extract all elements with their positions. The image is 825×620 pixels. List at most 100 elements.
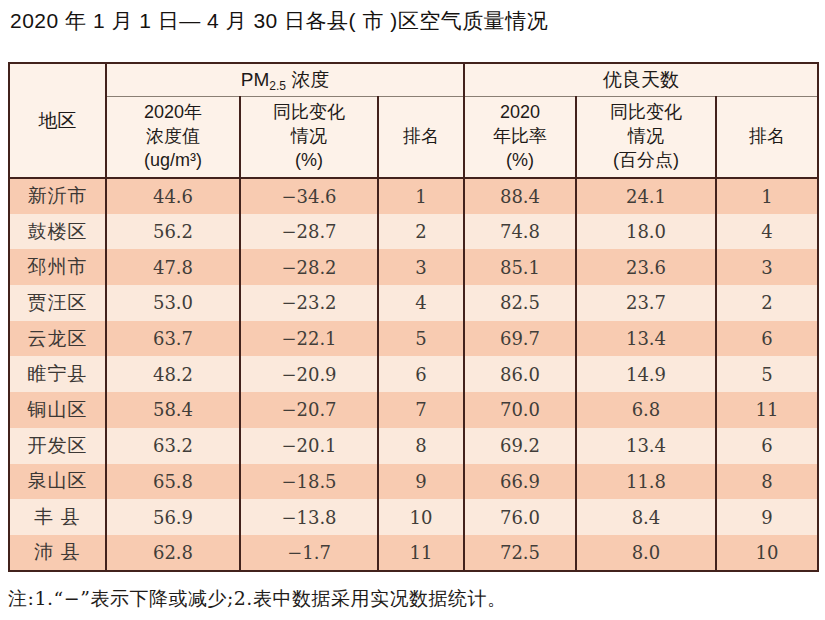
table-row: 铜山区58.4−20.7770.06.811: [9, 392, 818, 428]
pm-value-cell: 56.2: [106, 214, 240, 250]
table-row: 云龙区63.7−22.1569.713.46: [9, 321, 818, 357]
pm-change-cell: −20.9: [240, 356, 378, 392]
col-header-pm-change: 同比变化 情况 (%): [240, 96, 378, 178]
good-rank-cell: 5: [716, 356, 818, 392]
good-change-cell: 13.4: [576, 428, 716, 464]
col-header-pm-rank: 排名: [378, 96, 464, 178]
good-change-cell: 11.8: [576, 464, 716, 500]
pm25-label-prefix: PM: [241, 69, 270, 90]
pm-value-cell: 47.8: [106, 249, 240, 285]
good-rank-cell: 6: [716, 428, 818, 464]
region-cell: 泉山区: [9, 464, 106, 500]
pm-rank-cell: 10: [378, 499, 464, 535]
pm-value-cell: 58.4: [106, 392, 240, 428]
table-row: 贾汪区53.0−23.2482.523.72: [9, 285, 818, 321]
good-change-cell: 8.4: [576, 499, 716, 535]
pm-change-cell: −22.1: [240, 321, 378, 357]
region-cell: 云龙区: [9, 321, 106, 357]
good-ratio-cell: 86.0: [464, 356, 576, 392]
good-rank-cell: 6: [716, 321, 818, 357]
col-header-pm-value: 2020年 浓度值 (ug/m³): [106, 96, 240, 178]
pm-rank-cell: 4: [378, 285, 464, 321]
region-cell: 开发区: [9, 428, 106, 464]
pm-value-cell: 56.9: [106, 499, 240, 535]
table-row: 丰 县56.9−13.81076.08.49: [9, 499, 818, 535]
col-header-region: 地区: [9, 63, 106, 178]
region-cell: 鼓楼区: [9, 214, 106, 250]
pm-value-cell: 53.0: [106, 285, 240, 321]
pm-value-cell: 63.7: [106, 321, 240, 357]
good-ratio-cell: 69.2: [464, 428, 576, 464]
good-ratio-cell: 70.0: [464, 392, 576, 428]
good-rank-cell: 8: [716, 464, 818, 500]
pm-change-cell: −20.7: [240, 392, 378, 428]
good-ratio-cell: 88.4: [464, 178, 576, 214]
good-rank-cell: 4: [716, 214, 818, 250]
good-rank-cell: 10: [716, 535, 818, 571]
pm-change-cell: −1.7: [240, 535, 378, 571]
good-change-cell: 24.1: [576, 178, 716, 214]
pm-rank-cell: 7: [378, 392, 464, 428]
good-ratio-cell: 85.1: [464, 249, 576, 285]
pm-value-cell: 48.2: [106, 356, 240, 392]
region-cell: 邳州市: [9, 249, 106, 285]
good-change-cell: 6.8: [576, 392, 716, 428]
good-rank-cell: 9: [716, 499, 818, 535]
pm-change-cell: −28.2: [240, 249, 378, 285]
pm-rank-cell: 6: [378, 356, 464, 392]
region-cell: 新沂市: [9, 178, 106, 214]
table-row: 睢宁县48.2−20.9686.014.95: [9, 356, 818, 392]
pm-rank-cell: 3: [378, 249, 464, 285]
col-header-good-rank: 排名: [716, 96, 818, 178]
pm-rank-cell: 8: [378, 428, 464, 464]
pm-change-cell: −20.1: [240, 428, 378, 464]
good-change-cell: 18.0: [576, 214, 716, 250]
good-ratio-cell: 72.5: [464, 535, 576, 571]
pm-value-cell: 62.8: [106, 535, 240, 571]
footnote: 注:1.“−”表示下降或减少;2.表中数据采用实况数据统计。: [8, 586, 506, 612]
good-change-cell: 23.7: [576, 285, 716, 321]
good-ratio-cell: 82.5: [464, 285, 576, 321]
air-quality-table: 地区 PM2.5 浓度 优良天数 2020年 浓度值 (ug/m³) 同比变化 …: [8, 62, 819, 572]
good-change-cell: 13.4: [576, 321, 716, 357]
good-rank-cell: 2: [716, 285, 818, 321]
good-rank-cell: 3: [716, 249, 818, 285]
pm-change-cell: −18.5: [240, 464, 378, 500]
pm-rank-cell: 5: [378, 321, 464, 357]
good-change-cell: 8.0: [576, 535, 716, 571]
table-row: 沛 县62.8−1.71172.58.010: [9, 535, 818, 571]
table-row: 邳州市47.8−28.2385.123.63: [9, 249, 818, 285]
good-change-cell: 23.6: [576, 249, 716, 285]
pm-value-cell: 63.2: [106, 428, 240, 464]
good-rank-cell: 1: [716, 178, 818, 214]
pm-rank-cell: 9: [378, 464, 464, 500]
col-group-good-days: 优良天数: [464, 63, 818, 96]
pm25-label-subscript: 2.5: [269, 79, 286, 93]
region-cell: 沛 县: [9, 535, 106, 571]
pm-rank-cell: 2: [378, 214, 464, 250]
region-cell: 丰 县: [9, 499, 106, 535]
good-ratio-cell: 76.0: [464, 499, 576, 535]
region-cell: 铜山区: [9, 392, 106, 428]
region-cell: 贾汪区: [9, 285, 106, 321]
table-body: 新沂市44.6−34.6188.424.11鼓楼区56.2−28.7274.81…: [9, 178, 818, 571]
good-ratio-cell: 69.7: [464, 321, 576, 357]
pm-change-cell: −28.7: [240, 214, 378, 250]
table-row: 鼓楼区56.2−28.7274.818.04: [9, 214, 818, 250]
col-group-pm25: PM2.5 浓度: [106, 63, 464, 96]
good-change-cell: 14.9: [576, 356, 716, 392]
pm-change-cell: −23.2: [240, 285, 378, 321]
pm-change-cell: −34.6: [240, 178, 378, 214]
good-ratio-cell: 66.9: [464, 464, 576, 500]
table-row: 开发区63.2−20.1869.213.46: [9, 428, 818, 464]
pm-value-cell: 44.6: [106, 178, 240, 214]
pm-change-cell: −13.8: [240, 499, 378, 535]
region-cell: 睢宁县: [9, 356, 106, 392]
table-row: 泉山区65.8−18.5966.911.88: [9, 464, 818, 500]
pm-rank-cell: 11: [378, 535, 464, 571]
data-table: 地区 PM2.5 浓度 优良天数 2020年 浓度值 (ug/m³) 同比变化 …: [8, 62, 819, 572]
col-header-good-ratio: 2020 年比率 (%): [464, 96, 576, 178]
page-title: 2020 年 1 月 1 日— 4 月 30 日各县( 市 )区空气质量情况: [10, 7, 548, 35]
col-header-good-change: 同比变化 情况 (百分点): [576, 96, 716, 178]
pm25-label-suffix: 浓度: [286, 69, 329, 90]
